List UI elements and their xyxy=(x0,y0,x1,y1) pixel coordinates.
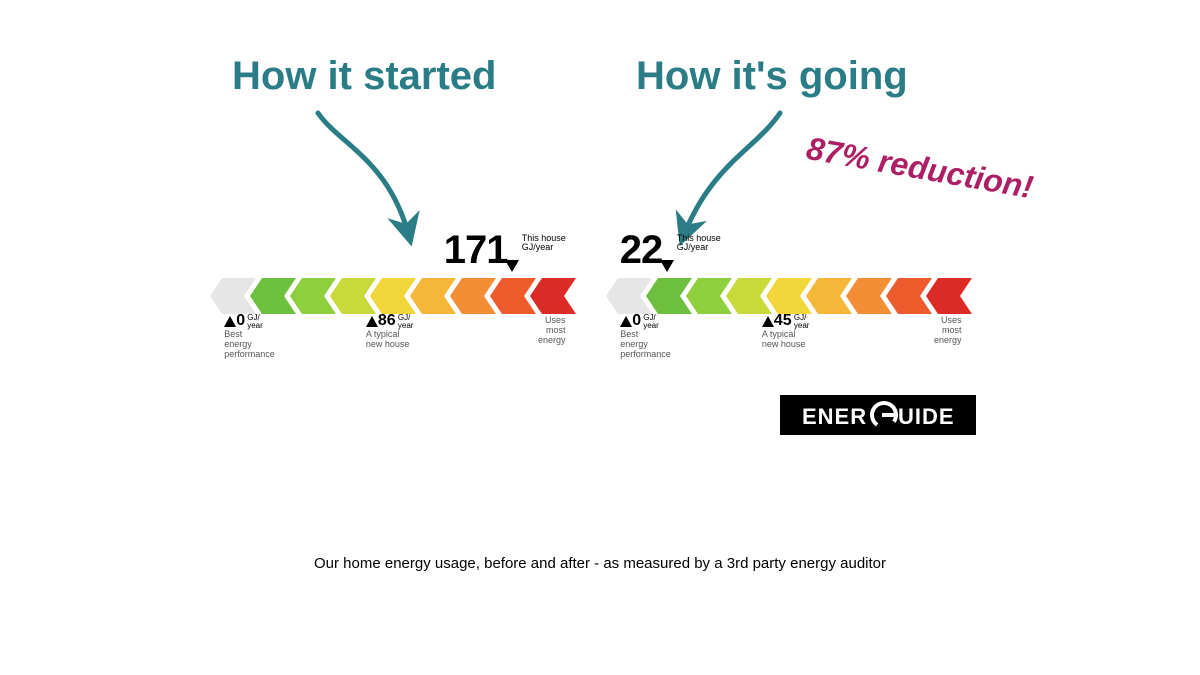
gauge-bar xyxy=(606,278,974,314)
caption: Our home energy usage, before and after … xyxy=(0,555,1200,572)
this-house-label: This houseGJ/year xyxy=(522,234,566,253)
stage: { "layout": { "width_px": 1200, "height_… xyxy=(0,0,1200,675)
this-house-label: This houseGJ/year xyxy=(677,234,721,253)
gauge-chevron xyxy=(886,278,932,314)
below-pointer-best xyxy=(224,316,236,327)
below-text-uses-most: Usesmostenergy xyxy=(538,316,566,346)
below-pointer-best xyxy=(620,316,632,327)
gauge-chevron xyxy=(530,278,576,314)
below-value-best: 0 xyxy=(632,312,641,330)
gauge-chevron xyxy=(450,278,496,314)
gauge-chevron xyxy=(846,278,892,314)
gauge-chevron xyxy=(646,278,692,314)
below-value-typical: 86 xyxy=(378,312,396,330)
energuide-logo: ENER UIDE xyxy=(780,395,976,435)
this-house-pointer xyxy=(505,260,519,272)
gauge-chevron xyxy=(410,278,456,314)
below-pointer-typical xyxy=(366,316,378,327)
gauge-chevron xyxy=(726,278,772,314)
below-unit-best: GJ/year xyxy=(643,314,659,330)
gauge-chevron xyxy=(290,278,336,314)
gauge-chevron xyxy=(606,278,652,314)
below-text-best: Bestenergyperformance xyxy=(224,330,275,360)
below-value-typical: 45 xyxy=(774,312,792,330)
gauge-chevron xyxy=(250,278,296,314)
gauge-chevron xyxy=(490,278,536,314)
below-text-uses-most: Usesmostenergy xyxy=(934,316,962,346)
gauge-chevron xyxy=(330,278,376,314)
gauge-chevron xyxy=(806,278,852,314)
below-unit-best: GJ/year xyxy=(247,314,263,330)
gauge-chevron xyxy=(210,278,256,314)
this-house-value: 22 xyxy=(620,228,663,273)
below-text-best: Bestenergyperformance xyxy=(620,330,671,360)
below-pointer-typical xyxy=(762,316,774,327)
heading-left: How it started xyxy=(232,54,496,99)
gauge-right: 22This houseGJ/year0GJ/yearBestenergyper… xyxy=(606,228,974,368)
below-value-best: 0 xyxy=(236,312,245,330)
below-unit-typical: GJ/year xyxy=(794,314,810,330)
gauge-bar xyxy=(210,278,578,314)
gauge-chevron xyxy=(926,278,972,314)
svg-text:UIDE: UIDE xyxy=(898,404,955,429)
below-text-typical: A typicalnew house xyxy=(762,330,806,350)
energuide-logo-svg: ENER UIDE xyxy=(780,395,976,435)
gauge-chevron xyxy=(766,278,812,314)
gauge-chevron xyxy=(370,278,416,314)
this-house-pointer xyxy=(660,260,674,272)
reduction-callout: 87% reduction! xyxy=(804,130,1036,206)
heading-right: How it's going xyxy=(636,54,908,99)
below-text-typical: A typicalnew house xyxy=(366,330,410,350)
svg-text:ENER: ENER xyxy=(802,404,867,429)
below-unit-typical: GJ/year xyxy=(398,314,414,330)
gauge-chevron xyxy=(686,278,732,314)
gauge-left: 171This houseGJ/year0GJ/yearBestenergype… xyxy=(210,228,578,368)
this-house-value: 171 xyxy=(444,228,508,273)
